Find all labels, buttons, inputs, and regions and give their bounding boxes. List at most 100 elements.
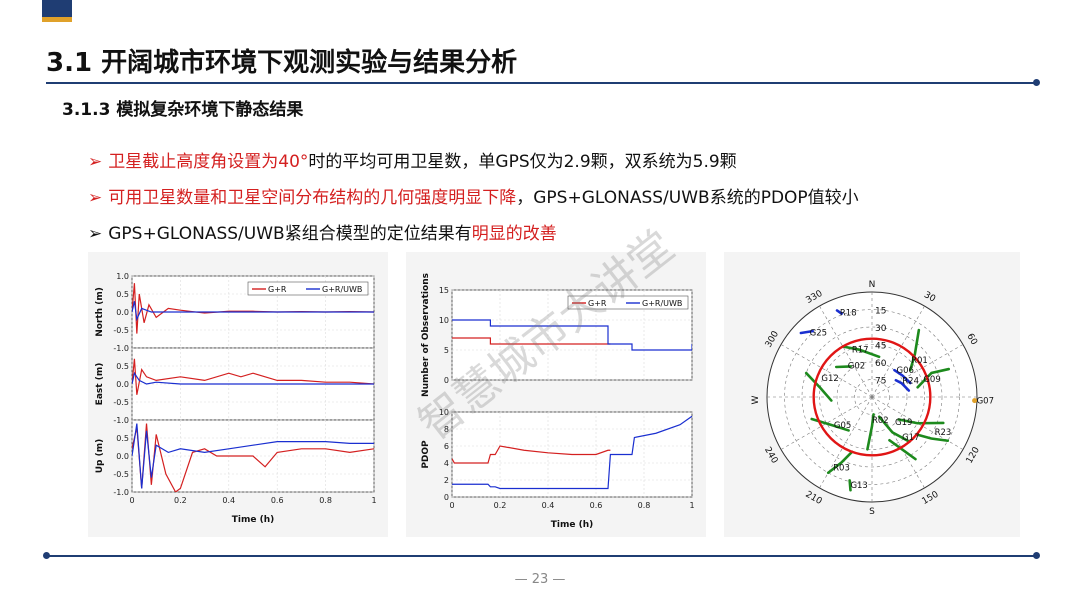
x-tick-label: 0.8	[319, 496, 332, 505]
bullet-arrow-icon: ➢	[88, 224, 103, 244]
series-line-gruwb	[452, 415, 692, 490]
slide-title: 3.1 开阔城市环境下观测实验与结果分析	[46, 48, 518, 78]
elevation-ring	[801, 326, 943, 468]
y-axis-label: East (m)	[95, 363, 105, 406]
azimuth-label: 120	[965, 445, 982, 465]
satellite-track	[841, 345, 881, 359]
satellite-track	[799, 329, 814, 335]
satellite-label: R01	[911, 356, 928, 366]
elevation-label: 60	[875, 359, 887, 369]
x-tick-label: 0.4	[542, 501, 555, 510]
y-tick-label: 15	[439, 286, 449, 295]
elevation-ring	[854, 379, 890, 415]
y-tick-label: 0.5	[116, 290, 129, 299]
azimuth-label: 30	[922, 290, 937, 305]
position-error-chart: 1.0 0.5 0.0 -0.5 North (m) -1.0 0.5 0.0 -0.5 East…	[95, 272, 377, 525]
footer-divider	[46, 555, 1036, 557]
bullet-3-text: GPS+GLONASS/UWB紧组合模型的定位结果有	[108, 224, 472, 244]
satellite-label: R18	[840, 309, 857, 319]
y-axis-label: PDOP	[421, 440, 431, 469]
azimuth-label: 60	[964, 332, 979, 347]
satellite-track	[866, 413, 875, 451]
satellite-label: R17	[852, 345, 869, 355]
y-axis-label: North (m)	[95, 287, 105, 337]
satellite-label: G17	[902, 433, 919, 443]
satellite-track	[916, 367, 951, 389]
y-tick-label: -0.5	[113, 326, 129, 335]
y-tick-label: 0.5	[116, 362, 129, 371]
satellite-track	[888, 438, 917, 461]
series-line-gr	[452, 337, 611, 345]
x-tick-label: 1	[689, 501, 694, 510]
y-tick-label: 10	[439, 408, 449, 417]
panel-observations-pdop: 0 5 10 15 Number of Observations 0 2 4 6 8 10 PDOP G…	[406, 252, 706, 537]
y-tick-label: 10	[439, 316, 449, 325]
y-axis-label: Up (m)	[95, 439, 105, 474]
legend-entry: G+R	[268, 285, 287, 294]
satellite-label: G09	[923, 375, 940, 385]
elevation-ring	[819, 344, 925, 450]
y-tick-label: 0	[444, 493, 449, 502]
header-divider-dot	[1033, 79, 1040, 86]
series-line-gruwb	[132, 423, 374, 489]
x-tick-label: 1	[371, 496, 376, 505]
x-tick-label: 0	[449, 501, 454, 510]
panel-position-error: 1.0 0.5 0.0 -0.5 North (m) -1.0 0.5 0.0 -0.5 East…	[88, 252, 388, 537]
satellite-label: R02	[872, 416, 889, 426]
elevation-label: 30	[875, 324, 887, 334]
direction-south: S	[869, 507, 875, 517]
y-tick-label: 4	[444, 459, 449, 468]
satellite-label: G25	[810, 329, 827, 339]
y-tick-label: 0.0	[116, 308, 129, 317]
azimuth-label: 150	[921, 490, 941, 507]
azimuth-label: 210	[804, 490, 824, 507]
x-tick-label: 0.8	[638, 501, 651, 510]
satellite-label: R23	[935, 428, 952, 438]
x-tick-label: 0.2	[174, 496, 187, 505]
satellite-track	[908, 328, 921, 372]
direction-west: W	[751, 395, 761, 404]
y-tick-label: 6	[444, 442, 449, 451]
y-tick-label: 1.0	[116, 272, 129, 281]
elevation-label: 15	[875, 307, 886, 317]
y-tick-label: 2	[444, 476, 449, 485]
bullet-1: ➢ 卫星截止高度角设置为40°时的平均可用卫星数，单GPS仅为2.9颗，双系统为5…	[88, 147, 737, 172]
y-tick-label: -1.0	[113, 488, 129, 497]
satellite-marker	[972, 398, 978, 404]
satellite-track	[826, 450, 854, 475]
satellite-label: G05	[834, 421, 851, 431]
series-line-gruwb	[132, 371, 374, 385]
slide-subtitle: 3.1.3 模拟复杂环境下静态结果	[62, 100, 304, 120]
x-tick-label: 0.2	[494, 501, 507, 510]
satellite-track	[835, 309, 843, 315]
y-tick-label: 0.0	[116, 380, 129, 389]
y-axis-label: Number of Observations	[421, 273, 431, 397]
y-tick-label: -0.5	[113, 398, 129, 407]
satellite-track	[893, 368, 912, 385]
satellite-label: R24	[902, 377, 919, 387]
x-axis-label: Time (h)	[232, 515, 274, 525]
satellite-track	[834, 365, 852, 369]
elevation-ring	[784, 309, 960, 485]
azimuth-label: 240	[762, 446, 779, 466]
bullet-2-text: ，GPS+GLONASS/UWB系统的PDOP值较小	[516, 188, 859, 208]
x-axis-label: Time (h)	[551, 520, 593, 530]
series-line-gr	[132, 358, 374, 395]
satellite-label: R03	[833, 464, 850, 474]
page-number: — 23 —	[514, 572, 566, 587]
legend-entry: G+R	[588, 299, 607, 308]
footer-divider-dot-left	[43, 552, 50, 559]
bullet-1-text: 时的平均可用卫星数，单GPS仅为2.9颗，双系统为5.9颗	[308, 152, 737, 172]
x-tick-label: 0.6	[271, 496, 284, 505]
y-tick-label: -1.0	[113, 416, 129, 425]
elevation-label: 45	[875, 342, 886, 352]
satellite-track	[915, 433, 950, 443]
x-tick-label: 0.4	[222, 496, 235, 505]
satellite-label: G12	[821, 374, 838, 384]
satellite-track	[894, 378, 911, 392]
satellite-track	[897, 418, 945, 425]
series-line-gruwb	[132, 301, 374, 322]
bullet-3-emphasis: 明显的改善	[471, 224, 557, 244]
y-tick-label: -0.5	[113, 470, 129, 479]
satellite-track	[804, 371, 833, 402]
